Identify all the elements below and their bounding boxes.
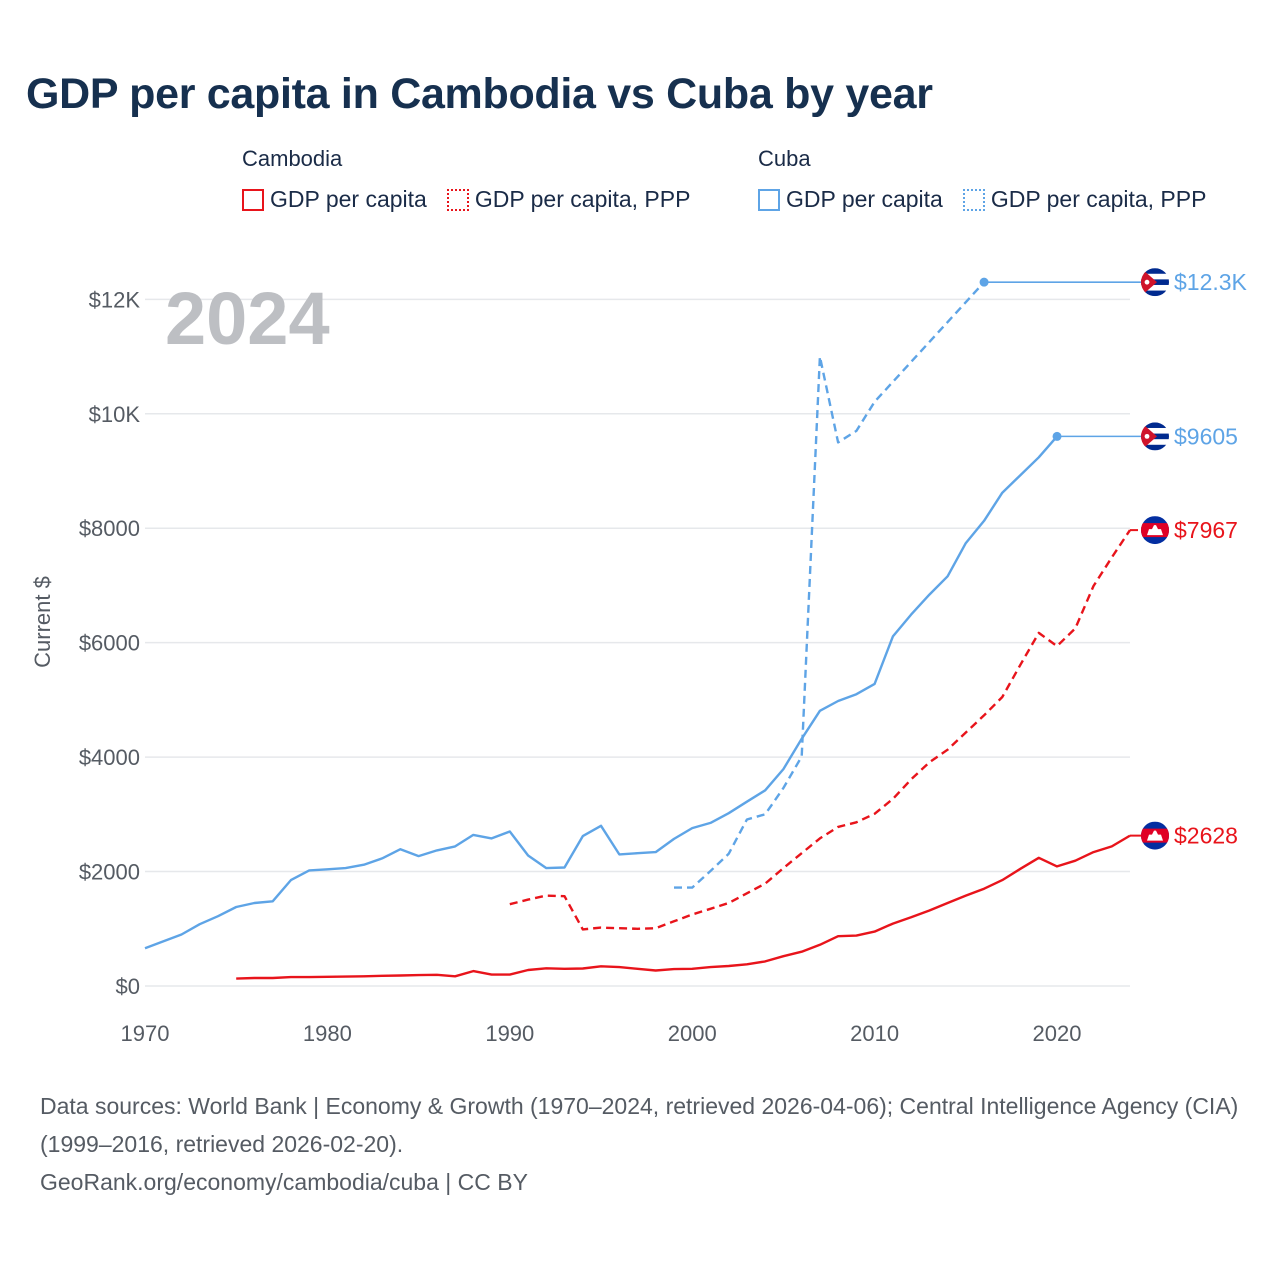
x-tick-label: 1980 xyxy=(303,1021,352,1046)
x-tick-label: 1990 xyxy=(485,1021,534,1046)
legend-group-title: Cambodia xyxy=(242,146,343,171)
y-tick-labels: $0 $2000 $4000 $6000 $8000 $10K $12K xyxy=(79,287,141,999)
legend-group-title: Cuba xyxy=(758,146,811,171)
footer: Data sources: World Bank | Economy & Gro… xyxy=(40,1087,1240,1201)
y-tick-label: $8000 xyxy=(79,516,140,541)
legend-item-cuba-gdp[interactable]: GDP per capita xyxy=(758,186,943,213)
legend-group-cuba: Cuba GDP per capita GDP per capita, PPP xyxy=(758,146,1226,213)
series-line-1[interactable] xyxy=(674,281,985,889)
cuba-flag-icon xyxy=(1141,268,1169,297)
series-end-dot xyxy=(1052,431,1062,441)
y-tick-label: $12K xyxy=(89,287,141,312)
legend-group-cambodia: Cambodia GDP per capita GDP per capita, … xyxy=(242,146,710,213)
x-tick-label: 2020 xyxy=(1033,1021,1082,1046)
x-tick-label: 2000 xyxy=(668,1021,717,1046)
end-value-label: $12.3K xyxy=(1174,269,1248,295)
y-tick-label: $10K xyxy=(89,402,141,427)
end-value-label: $9605 xyxy=(1174,423,1238,449)
chart-title: GDP per capita in Cambodia vs Cuba by ye… xyxy=(26,70,933,118)
series-line-2[interactable] xyxy=(236,834,1131,980)
y-tick-label: $4000 xyxy=(79,745,140,770)
legend-label: GDP per capita xyxy=(786,186,943,212)
cambodia-flag-icon xyxy=(1141,821,1169,850)
x-tick-label: 2010 xyxy=(850,1021,899,1046)
series-end-dot xyxy=(979,277,989,287)
y-tick-label: $0 xyxy=(116,974,140,999)
end-value-label: $2628 xyxy=(1174,823,1238,849)
legend-swatch xyxy=(446,188,469,211)
legend-swatch xyxy=(758,188,780,211)
x-tick-labels: 1970 1980 1990 2000 2010 2020 xyxy=(121,1021,1082,1046)
legend-swatch xyxy=(242,188,264,211)
end-markers: $9605 $12.3K $2628 $7967 xyxy=(1141,268,1248,850)
series-line-3[interactable] xyxy=(509,529,1131,931)
line-chart: 2024 Current $ $0 $2000 $4000 $6000 $8000 $10… xyxy=(30,268,1248,1046)
legend-label: GDP per capita xyxy=(270,186,427,212)
legend-label: GDP per capita, PPP xyxy=(990,186,1207,212)
series-lines xyxy=(144,277,1141,980)
end-value-label: $7967 xyxy=(1174,517,1238,543)
credit-link[interactable]: GeoRank.org/economy/cambodia/cuba | CC B… xyxy=(40,1169,528,1195)
y-tick-label: $6000 xyxy=(79,631,140,656)
legend-item-cambodia-gdp[interactable]: GDP per capita xyxy=(242,186,427,213)
y-tick-label: $2000 xyxy=(79,860,140,885)
y-axis-title: Current $ xyxy=(30,576,55,668)
legend-swatch xyxy=(962,188,985,211)
series-line-0[interactable] xyxy=(144,435,1058,950)
cambodia-flag-icon xyxy=(1141,516,1169,545)
data-sources: Data sources: World Bank | Economy & Gro… xyxy=(40,1093,1239,1157)
legend-item-cuba-gdp-ppp[interactable]: GDP per capita, PPP xyxy=(962,186,1207,213)
cuba-flag-icon xyxy=(1141,422,1169,451)
year-label: 2024 xyxy=(165,277,330,360)
legend-label: GDP per capita, PPP xyxy=(474,186,691,212)
grid-lines xyxy=(145,298,1130,987)
x-tick-label: 1970 xyxy=(121,1021,170,1046)
legend-item-cambodia-gdp-ppp[interactable]: GDP per capita, PPP xyxy=(446,186,691,213)
